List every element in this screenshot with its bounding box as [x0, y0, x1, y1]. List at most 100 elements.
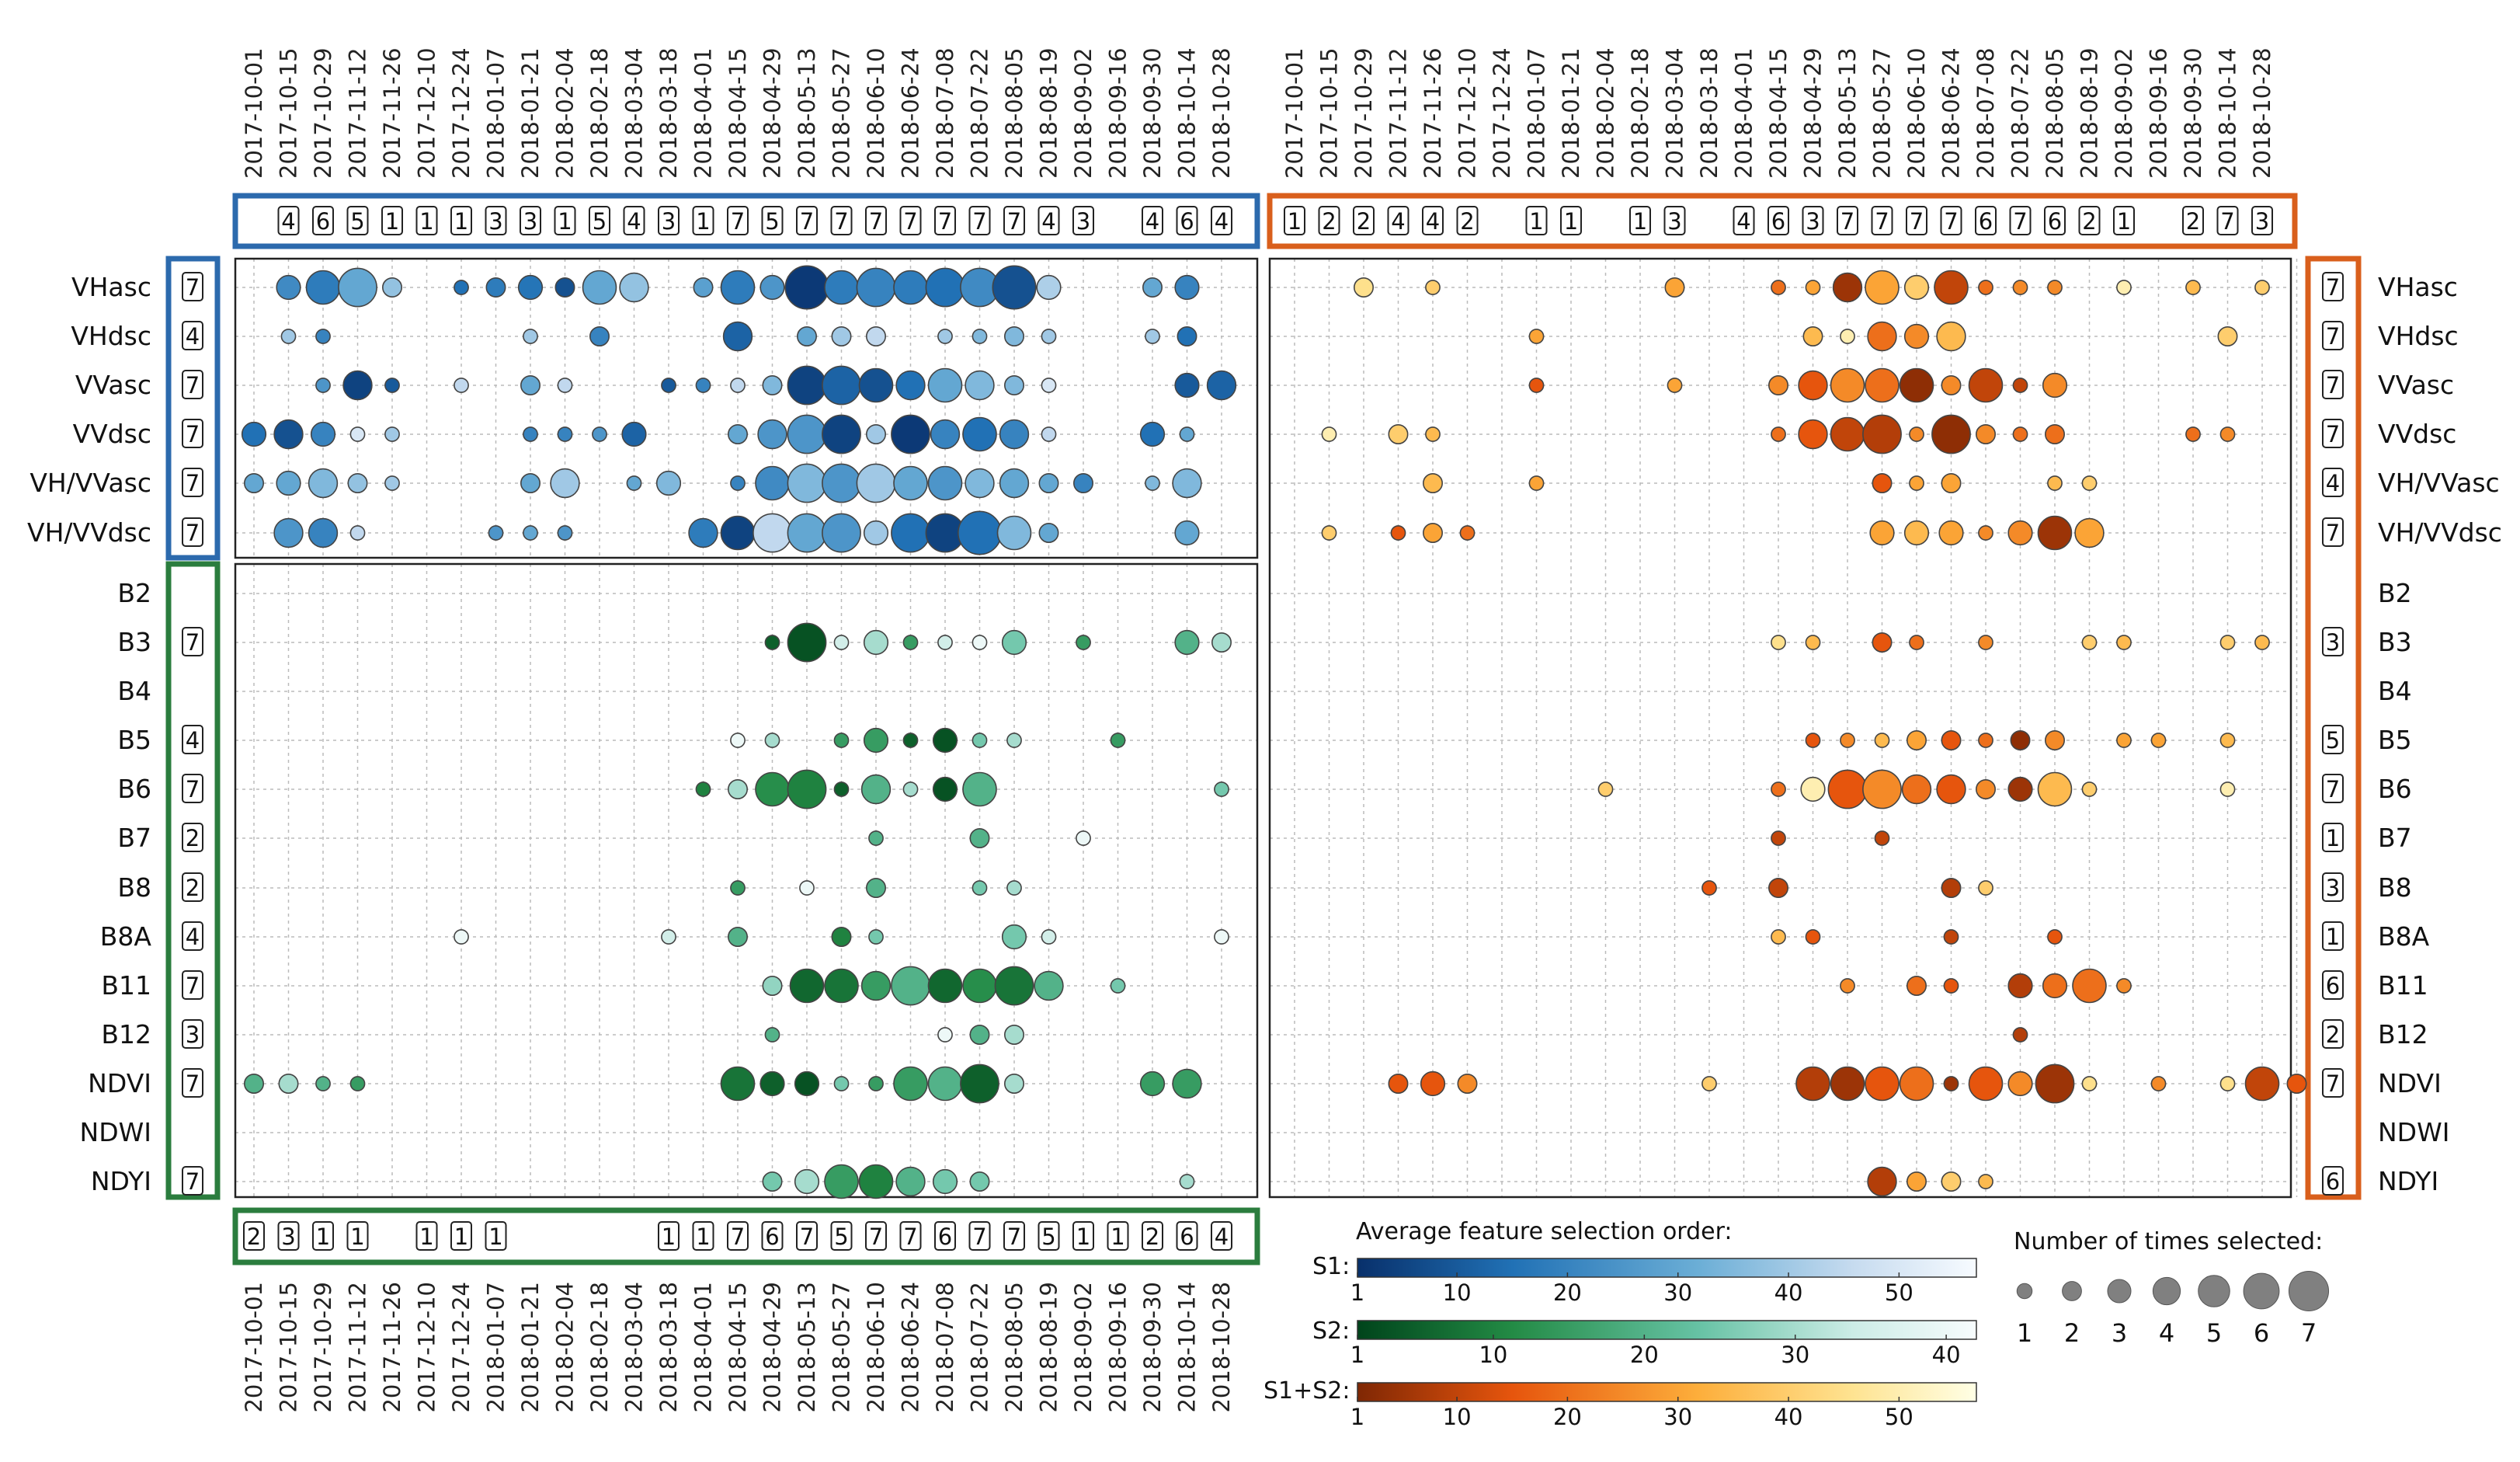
count-badge — [2322, 517, 2344, 547]
count-badge — [182, 1019, 203, 1049]
combined-bubble — [2012, 426, 2028, 442]
combined-plot-frame — [1268, 257, 2292, 1199]
feature-label-left: B8A — [100, 921, 152, 952]
combined-bubble — [1862, 769, 1902, 809]
s1-bubble — [381, 277, 402, 298]
s1-bubble — [858, 367, 894, 403]
count-badge — [243, 1221, 265, 1251]
date-label-bottom: 2017-12-24 — [448, 1282, 474, 1413]
date-label-top-right: 2017-10-01 — [1281, 47, 1308, 179]
s2-bubble — [902, 635, 919, 650]
count-badge-value: 4 — [1215, 1224, 1229, 1250]
s2-bubble — [833, 733, 850, 748]
s1-bubble — [308, 517, 339, 548]
count-badge — [485, 1221, 507, 1251]
feature-label-left: VHdsc — [71, 321, 151, 351]
s1-bubble — [937, 329, 953, 344]
s1-bubble — [822, 463, 861, 503]
count-badge-value: 7 — [903, 1224, 917, 1250]
s2-bubble — [787, 622, 827, 663]
s2-bubble — [969, 828, 990, 849]
feature-label-left: VHasc — [71, 272, 151, 302]
combined-bubble — [1909, 475, 1924, 491]
combined-bubble — [1805, 733, 1821, 748]
combined-bubble — [2244, 1066, 2280, 1102]
count-badge — [182, 725, 203, 754]
s2-bubble — [349, 1076, 366, 1091]
s2-bubble — [315, 1076, 331, 1091]
s2-bubble — [727, 927, 748, 948]
s1-bubble — [962, 416, 997, 452]
combined-bubble — [2007, 776, 2033, 802]
feature-label-left: B8 — [117, 872, 151, 903]
s1-bubble — [787, 463, 827, 503]
s1-bubble — [273, 419, 304, 450]
combined-bubble — [2012, 1027, 2028, 1043]
date-label-bottom: 2018-01-07 — [483, 1282, 509, 1413]
s1-bubble — [757, 419, 787, 450]
count-badge — [2322, 1166, 2344, 1196]
count-badge-value: 4 — [1041, 208, 1055, 235]
combined-bubble — [1909, 426, 1924, 442]
count-badge-value: 7 — [186, 520, 200, 546]
count-badge — [968, 1221, 991, 1251]
s2-colorbar-ticks: 1 10 20 30 40 — [1350, 1335, 1961, 1368]
count-badge — [1107, 1221, 1129, 1251]
combined-bubble — [1865, 1066, 1900, 1102]
date-label-top-right: 2018-09-30 — [2180, 47, 2206, 179]
s1-bubble — [784, 265, 829, 310]
s1-bubble — [999, 468, 1030, 499]
s2-bubble — [764, 1027, 780, 1043]
date-label-top-right: 2018-05-27 — [1869, 47, 1896, 179]
date-label-top-right: 2018-09-02 — [2111, 47, 2137, 179]
count-badge — [1142, 1221, 1163, 1251]
combined-bubble — [1943, 1076, 1959, 1091]
count-badge-value: 7 — [186, 629, 200, 656]
combined-bubble — [1903, 520, 1930, 546]
count-badge-value: 7 — [2326, 520, 2340, 546]
date-label-top-right: 2017-11-26 — [1420, 47, 1446, 179]
combined-bubble — [2007, 973, 2033, 999]
size-legend-label: 2 — [2064, 1318, 2080, 1348]
s2-plot-frame — [234, 562, 1259, 1199]
count-badge — [2322, 370, 2344, 399]
s2-bubble — [824, 968, 859, 1004]
s2-bubble — [891, 966, 930, 1006]
date-label-top-right: 2018-05-13 — [1834, 47, 1861, 179]
combined-bubble — [2081, 781, 2098, 797]
s2-bubble — [1179, 1174, 1195, 1189]
count-badge — [761, 206, 784, 235]
s1-bubble — [1145, 475, 1160, 491]
combined-bubble — [1423, 522, 1444, 543]
feature-label-right: B6 — [2378, 774, 2412, 804]
s2-bubble — [972, 733, 988, 748]
s1-plot-frame — [234, 257, 1259, 559]
s2-bubble — [799, 880, 815, 896]
bubbles — [241, 265, 2307, 1199]
date-label-top: 2017-12-10 — [414, 47, 440, 179]
date-label-top: 2018-01-21 — [517, 47, 544, 179]
combined-bubble — [2219, 635, 2236, 650]
combined-bubble — [2047, 475, 2063, 491]
date-label-bottom: 2018-03-04 — [621, 1282, 648, 1413]
s1-bubble — [621, 421, 647, 447]
size-legend-bubble — [2243, 1272, 2280, 1310]
feature-label-right: NDVI — [2378, 1068, 2442, 1098]
date-label-bottom: 2018-03-18 — [655, 1282, 682, 1413]
feature-label-right: NDWI — [2378, 1117, 2449, 1147]
s2-feature-count-box — [165, 561, 221, 1200]
count-badge-value: 1 — [2117, 208, 2131, 235]
combined-bubble — [2116, 733, 2132, 748]
feature-label-right: B7 — [2378, 823, 2412, 853]
s1-bubble — [958, 510, 1003, 555]
count-badge-value: 4 — [1145, 208, 1159, 235]
count-badge-value: 3 — [662, 208, 676, 235]
count-badge-value: 7 — [903, 208, 917, 235]
s2-bubble — [833, 635, 850, 650]
count-badge-value: 5 — [350, 208, 364, 235]
feature-label-left: B11 — [101, 970, 151, 1001]
count-badge-value: 7 — [938, 208, 952, 235]
count-badge-value: 3 — [1806, 208, 1820, 235]
date-label-bottom: 2018-01-21 — [517, 1282, 544, 1413]
s2-bubble — [794, 1168, 820, 1195]
